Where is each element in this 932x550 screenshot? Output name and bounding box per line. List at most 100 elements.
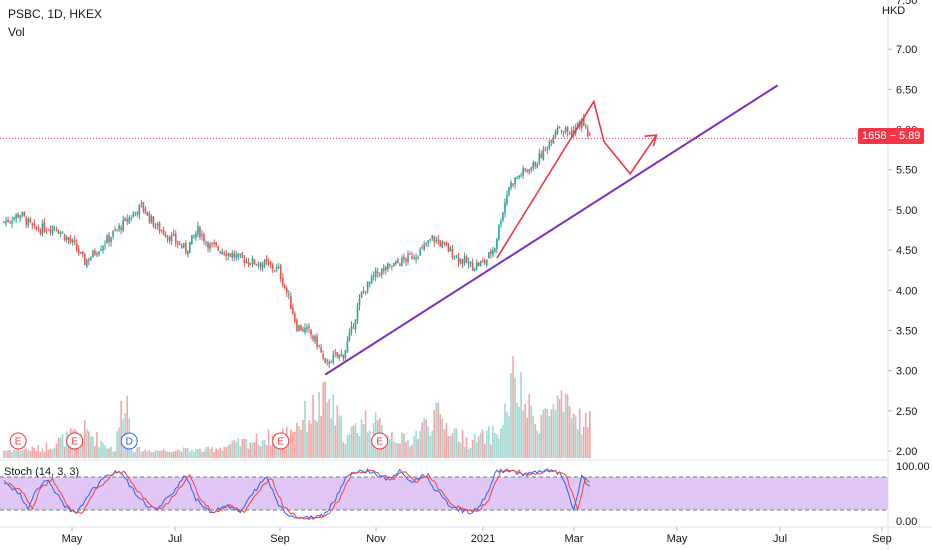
volume-bar [366, 432, 369, 458]
volume-bar [453, 428, 456, 458]
volume-bar [296, 422, 298, 458]
candle-body [47, 229, 50, 231]
candle-body [150, 215, 153, 224]
volume-bar [253, 442, 256, 458]
volume-bar [288, 437, 290, 458]
candle-body [475, 262, 478, 270]
candle-body [215, 242, 217, 246]
candle-body [17, 214, 19, 218]
volume-bar [370, 438, 373, 458]
candle-body [344, 350, 347, 358]
volume-bar [330, 418, 333, 458]
volume-bar [53, 447, 56, 458]
volume-bar [150, 452, 153, 458]
volume-bar [481, 429, 484, 458]
candle-body [538, 153, 541, 163]
volume-bar [439, 414, 442, 458]
candle-body [189, 241, 191, 253]
volume-bar [461, 429, 464, 458]
candle-body [195, 233, 197, 238]
candle-body [552, 137, 555, 144]
volume-bar [584, 412, 587, 458]
volume-bar [261, 440, 264, 458]
volume-bar [241, 439, 244, 458]
candle-body [57, 231, 60, 234]
volume-bar [43, 451, 46, 458]
volume-bar [578, 408, 581, 458]
volume-bar [397, 443, 399, 458]
volume-bar [358, 436, 361, 458]
event-marker [371, 432, 389, 450]
volume-bar [389, 438, 391, 458]
volume-bar [45, 442, 48, 458]
volume-bar [144, 449, 147, 458]
candle-body [485, 259, 488, 266]
volume-bar [114, 451, 116, 458]
candle-body [37, 228, 40, 231]
candle-body [269, 261, 272, 265]
volume-bar [435, 402, 438, 458]
volume-label: Vol [8, 25, 25, 39]
candle-body [550, 139, 553, 143]
volume-bar [485, 430, 488, 458]
candle-body [201, 234, 203, 237]
candle-body [310, 329, 312, 335]
time-tick-label: Sep [270, 533, 290, 545]
volume-bar [300, 429, 302, 458]
volume-bar [158, 450, 161, 458]
volume-bar [405, 441, 407, 458]
drawing-lines[interactable] [0, 84, 888, 376]
volume-bar [534, 423, 537, 458]
volume-bar [528, 393, 530, 458]
price-tick-label: 7.50 [896, 0, 917, 7]
volume-bar [409, 446, 411, 458]
volume-bar [213, 452, 215, 458]
candle-body [405, 258, 407, 262]
candle-body [348, 332, 351, 341]
price-candles[interactable] [3, 113, 591, 369]
candle-body [27, 218, 30, 226]
candle-body [354, 319, 357, 330]
candle-body [504, 202, 506, 213]
volume-bar [283, 440, 286, 458]
candle-body [185, 242, 187, 253]
volume-bar [356, 433, 359, 458]
volume-bar [7, 450, 9, 458]
candle-body [94, 250, 96, 255]
candle-body [223, 253, 225, 255]
volume-bar [88, 431, 90, 458]
volume-bar [413, 436, 415, 458]
time-tick-label: May [62, 533, 83, 545]
volume-bar [166, 451, 169, 458]
volume-bar [25, 448, 28, 458]
volume-bar [9, 450, 11, 458]
candle-body [346, 340, 349, 352]
volume-bar [532, 416, 535, 458]
volume-bar [362, 423, 365, 458]
stochastic-label[interactable]: Stoch (14, 3, 3) [4, 466, 80, 478]
volume-bar [29, 451, 32, 458]
candle-body [395, 260, 397, 265]
volume-bar [187, 447, 189, 458]
volume-bar [120, 400, 122, 458]
volume-bar [245, 439, 248, 458]
volume-bar [580, 434, 583, 458]
candle-body [172, 234, 175, 236]
volume-bar [538, 433, 541, 458]
symbol-header[interactable]: PSBC, 1D, HKEX [8, 7, 103, 21]
candle-body [241, 252, 244, 258]
candle-body [439, 241, 442, 247]
candle-body [9, 221, 11, 223]
candle-body [294, 313, 296, 322]
event-marker [272, 432, 290, 450]
volume-bar [514, 377, 516, 458]
candle-body [279, 265, 282, 279]
volume-bar [227, 445, 230, 458]
candle-body [3, 221, 5, 223]
volume-bar [259, 446, 262, 458]
candle-body [288, 294, 290, 296]
volume-bar [298, 426, 300, 458]
